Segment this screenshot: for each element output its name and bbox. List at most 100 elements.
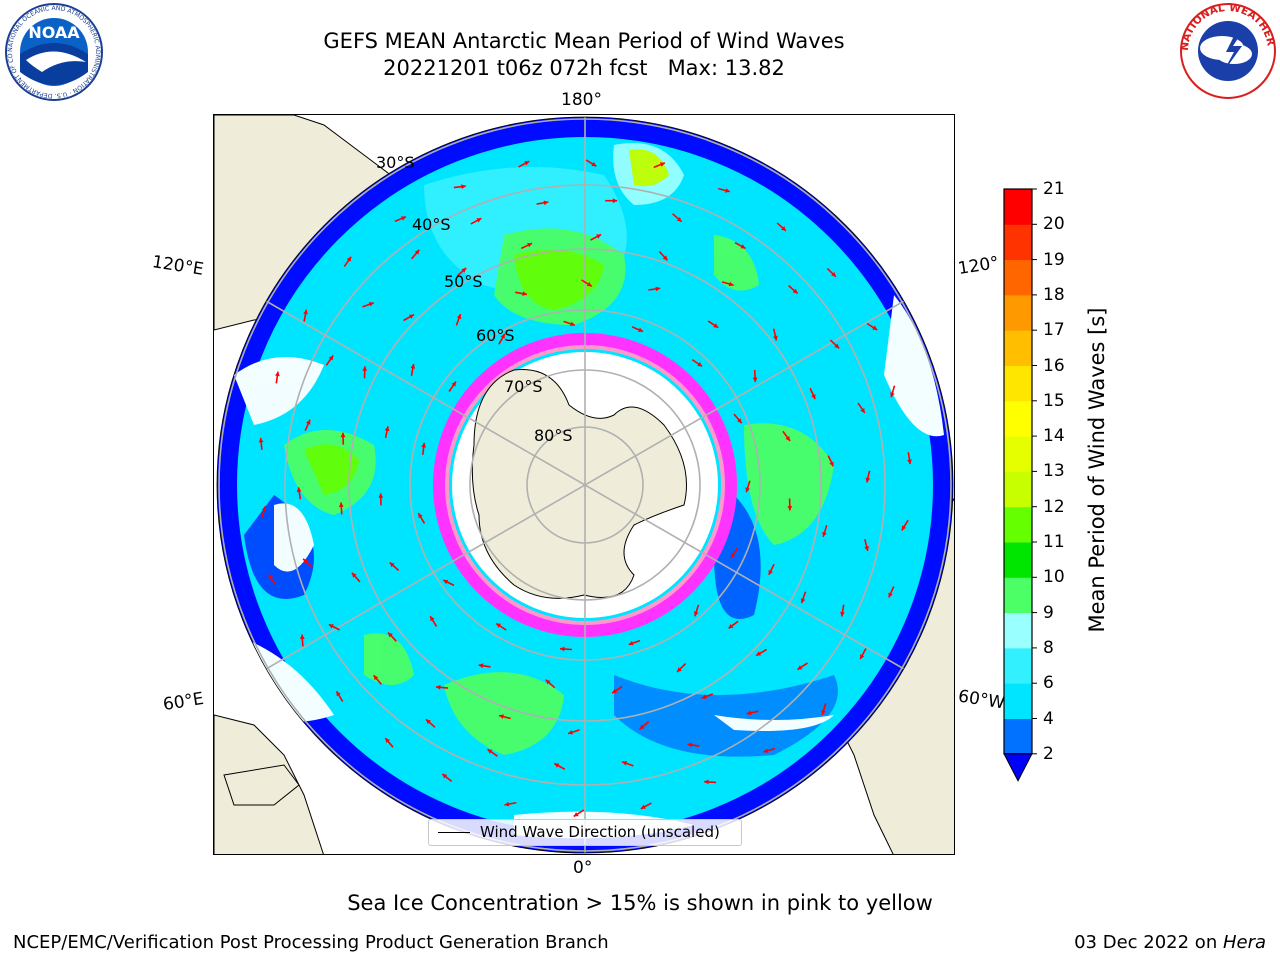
wave-direction-arrowhead [800, 598, 806, 604]
wave-direction-arrowhead [524, 161, 530, 166]
map-canvas [214, 115, 954, 854]
colorbar-tick-label: 12 [1043, 496, 1065, 517]
wave-direction-arrowhead [864, 546, 869, 551]
colorbar-segment [1004, 259, 1032, 296]
colorbar-tick-label: 17 [1043, 320, 1065, 341]
wave-direction-arrowhead [385, 738, 390, 743]
wave-direction-arrowhead [522, 291, 527, 296]
colorbar-tick-label: 4 [1043, 708, 1054, 729]
footer-date-text: 03 Dec 2022 on [1074, 932, 1223, 953]
wave-direction-arrowhead [261, 506, 267, 512]
wind-wave-arrows [258, 159, 912, 818]
lon-label-120w: 120° [956, 252, 1001, 280]
sea-ice-note: Sea Ice Concentration > 15% is shown in … [347, 891, 933, 915]
wave-direction-arrowhead [792, 288, 798, 294]
colorbar-tick-label: 13 [1043, 461, 1065, 482]
colorbar-tick-label: 11 [1043, 532, 1065, 552]
colorbar-tick-label: 15 [1043, 390, 1065, 411]
wave-direction-arrowhead [388, 632, 393, 638]
wave-direction-arrowhead [414, 249, 420, 255]
colorbar-tick-label: 6 [1043, 673, 1054, 694]
wave-direction-arrowhead [496, 623, 502, 628]
colorbar-segment [1004, 471, 1032, 508]
wave-direction-arrowhead [268, 574, 273, 580]
wave-direction-arrowhead [554, 763, 560, 768]
wave-direction-arrowhead [763, 748, 769, 753]
wave-direction-arrowhead [368, 302, 374, 307]
wave-direction-arrowhead [545, 679, 551, 685]
graticule [217, 117, 953, 853]
wave-direction-arrowhead [890, 392, 895, 398]
nws-logo: NATIONAL WEATHER SERVICE [1174, 0, 1278, 104]
wave-direction-arrowhead [907, 459, 912, 465]
colorbar-tick-label: 10 [1043, 567, 1065, 588]
wave-direction-arrowhead [418, 513, 423, 519]
colorbar-segment [1004, 365, 1032, 402]
wave-direction-arrowhead [659, 162, 665, 167]
lat-label-50s: 50°S [444, 272, 483, 291]
chart-title: GEFS MEAN Antarctic Mean Period of Wind … [323, 29, 845, 53]
wave-direction-arrowhead [500, 333, 505, 339]
colorbar-tick-label: 14 [1043, 426, 1065, 447]
wave-direction-arrowhead [829, 461, 834, 467]
wave-direction-arrowhead [865, 477, 871, 483]
wave-direction-arrowhead [300, 634, 305, 640]
wave-direction-arrowhead [752, 377, 758, 382]
wave-direction-arrowhead [756, 651, 762, 656]
colorbar-segment [1004, 542, 1032, 578]
wave-direction-arrowhead [456, 314, 462, 320]
colorbar-segment [1004, 647, 1032, 684]
wave-direction-arrowhead [746, 710, 752, 716]
wave-direction-arrowhead [725, 188, 730, 193]
wave-direction-arrowhead [573, 812, 579, 817]
wave-direction-arrowhead [389, 562, 395, 568]
wave-direction-arrowhead [687, 742, 693, 748]
wave-direction-arrowhead [677, 667, 682, 672]
wave-direction-arrowhead [697, 361, 703, 367]
wave-direction-arrowhead [860, 408, 865, 413]
wave-direction-arrowhead [811, 394, 816, 400]
wave-direction-arrowhead [303, 309, 308, 315]
wave-direction-arrowhead [421, 442, 426, 448]
wave-direction-arrowhead [693, 611, 699, 617]
wave-direction-arrowhead [628, 640, 634, 646]
wave-direction-arrowhead [822, 531, 827, 537]
colorbar-segment [1004, 294, 1032, 331]
footer-credit: NCEP/EMC/Verification Post Processing Pr… [13, 932, 609, 953]
wave-direction-arrowhead [860, 654, 865, 660]
wave-direction-arrowhead [781, 226, 786, 231]
wave-direction-arrowhead [737, 418, 742, 424]
wave-direction-arrowhead [740, 244, 746, 249]
lon-label-60e: 60°E [161, 688, 206, 716]
wave-direction-arrowhead [328, 355, 334, 361]
wave-direction-arrowhead [443, 579, 449, 585]
wave-direction-arrowhead [834, 343, 840, 349]
wave-direction-arrowhead [451, 381, 456, 387]
colorbar-tick-label: 21 [1043, 179, 1065, 199]
noaa-logo-text: NOAA [28, 23, 80, 42]
wave-direction-arrowhead [476, 218, 482, 223]
wave-direction-arrowhead [362, 366, 368, 371]
wave-direction-arrowhead [570, 321, 575, 327]
wave-direction-arrowhead [622, 761, 628, 766]
wave-direction-arrowhead [713, 323, 719, 328]
wave-direction-arrowhead [612, 198, 618, 204]
wave-direction-arrowhead [638, 327, 643, 332]
footer-date: 03 Dec 2022 on Hera [1074, 932, 1266, 953]
wave-direction-arrowhead [303, 558, 308, 564]
wave-direction-arrowhead [384, 426, 390, 432]
colorbar-segment [1004, 718, 1032, 755]
wave-direction-arrowhead [591, 161, 597, 167]
lon-label-60w: 60°W [956, 686, 1007, 714]
colorbar-segment [1004, 506, 1032, 543]
colorbar-tick-label: 19 [1043, 249, 1065, 270]
colorbar-segment [1004, 330, 1032, 366]
wave-direction-arrowhead [378, 493, 384, 498]
lat-label-60s: 60°S [476, 326, 515, 345]
wave-direction-arrowhead [831, 272, 836, 277]
colorbar-label: Mean Period of Wind Waves [s] [1085, 307, 1109, 633]
wave-direction-arrowhead [745, 487, 750, 493]
lat-label-80s: 80°S [534, 426, 573, 445]
colorbar-tick-label: 16 [1043, 355, 1065, 376]
arrow-legend: Wind Wave Direction (unscaled) [428, 819, 742, 846]
